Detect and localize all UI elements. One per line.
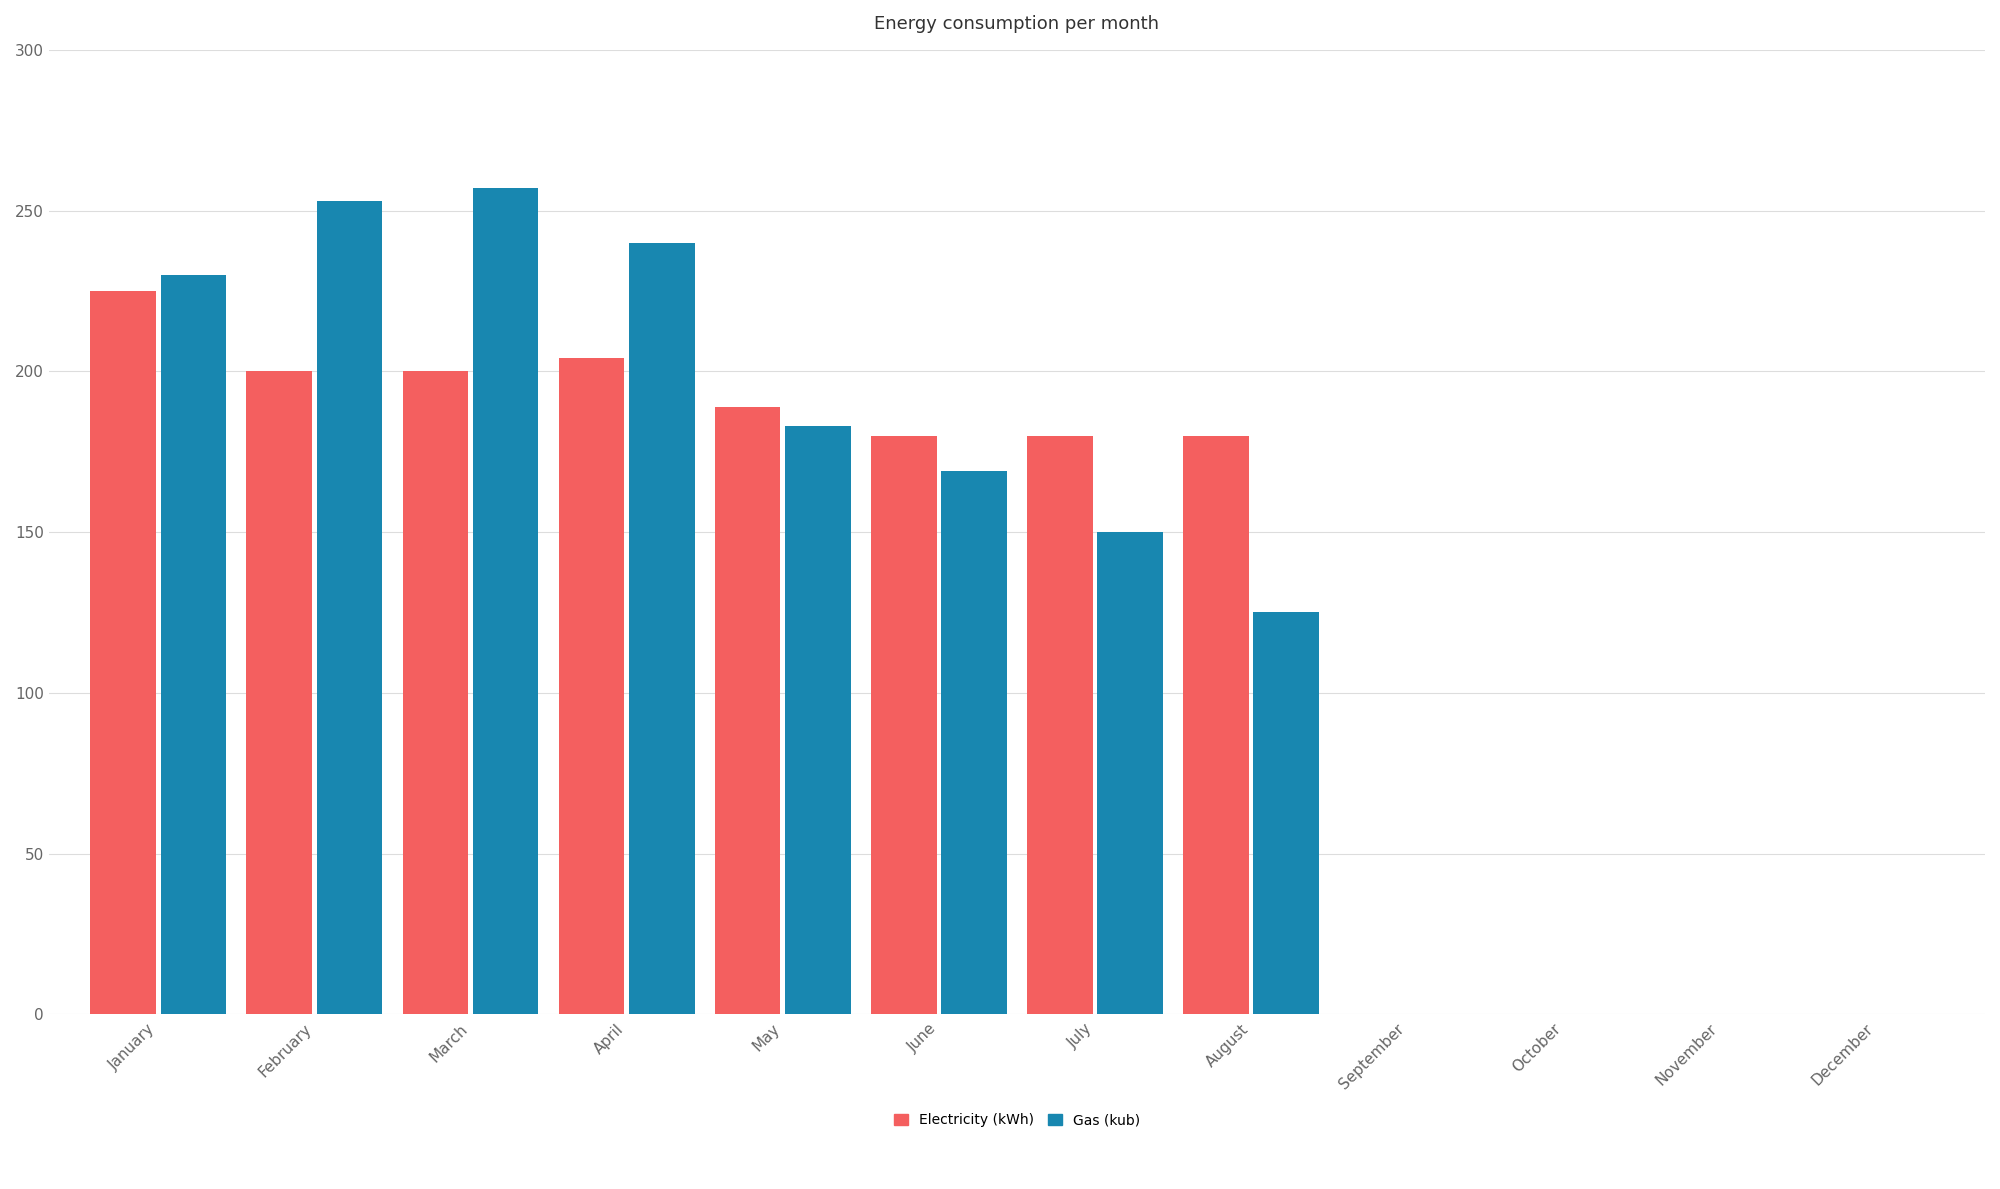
Bar	[714, 407, 780, 1014]
Bar	[160, 275, 226, 1014]
Legend: Electricity (kWh), Gas (kub): Electricity (kWh), Gas (kub)	[888, 1108, 1146, 1133]
Bar	[786, 426, 850, 1014]
Bar	[246, 371, 312, 1014]
Bar	[1098, 533, 1162, 1014]
Bar	[628, 243, 694, 1014]
Bar	[1254, 612, 1320, 1014]
Bar	[472, 188, 538, 1014]
Bar	[316, 201, 382, 1014]
Bar	[558, 359, 624, 1014]
Bar	[90, 291, 156, 1014]
Bar	[870, 435, 936, 1014]
Bar	[402, 371, 468, 1014]
Bar	[1028, 435, 1092, 1014]
Title: Energy consumption per month: Energy consumption per month	[874, 15, 1160, 33]
Bar	[1184, 435, 1248, 1014]
Bar	[942, 471, 1006, 1014]
